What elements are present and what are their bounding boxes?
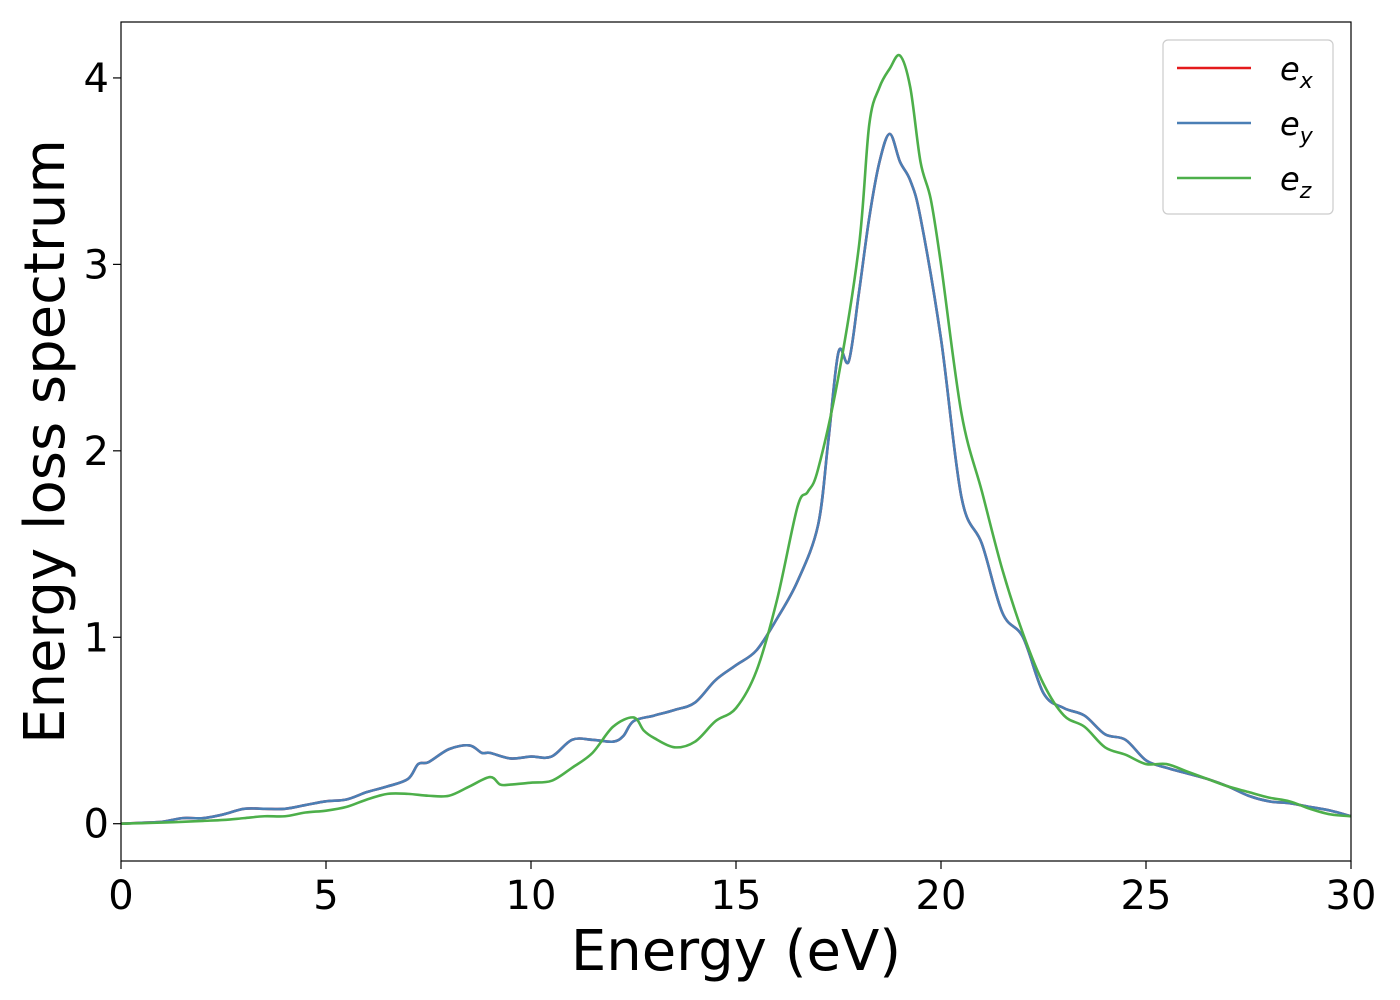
x-tick-label: 0 [108,873,133,919]
y-tick-label: 1 [84,615,109,661]
series-line-z [121,53,1351,826]
legend-label-z: ez [1280,160,1312,204]
y-axis: 0 1 2 3 4 [84,56,121,848]
y-tick-label: 4 [84,56,109,102]
x-tick-label: 15 [711,873,762,919]
legend-label-y: ey [1280,105,1314,149]
legend: ex ey ez [1162,39,1334,215]
x-tick-label: 25 [1121,873,1172,919]
x-axis-title: Energy (eV) [571,919,901,984]
legend-label-x: ex [1280,50,1314,94]
series-layer [121,53,1351,826]
series-line-y [121,132,1351,826]
legend-box [1162,39,1334,215]
y-tick-label: 0 [84,802,109,848]
x-tick-label: 10 [506,873,557,919]
x-tick-label: 30 [1326,873,1377,919]
y-axis-title: Energy loss spectrum [13,139,78,744]
x-tick-label: 20 [916,873,967,919]
y-tick-label: 3 [84,242,109,288]
x-axis: 0 5 10 15 20 25 30 [108,861,1376,919]
x-tick-label: 5 [313,873,338,919]
y-tick-label: 2 [84,429,109,475]
